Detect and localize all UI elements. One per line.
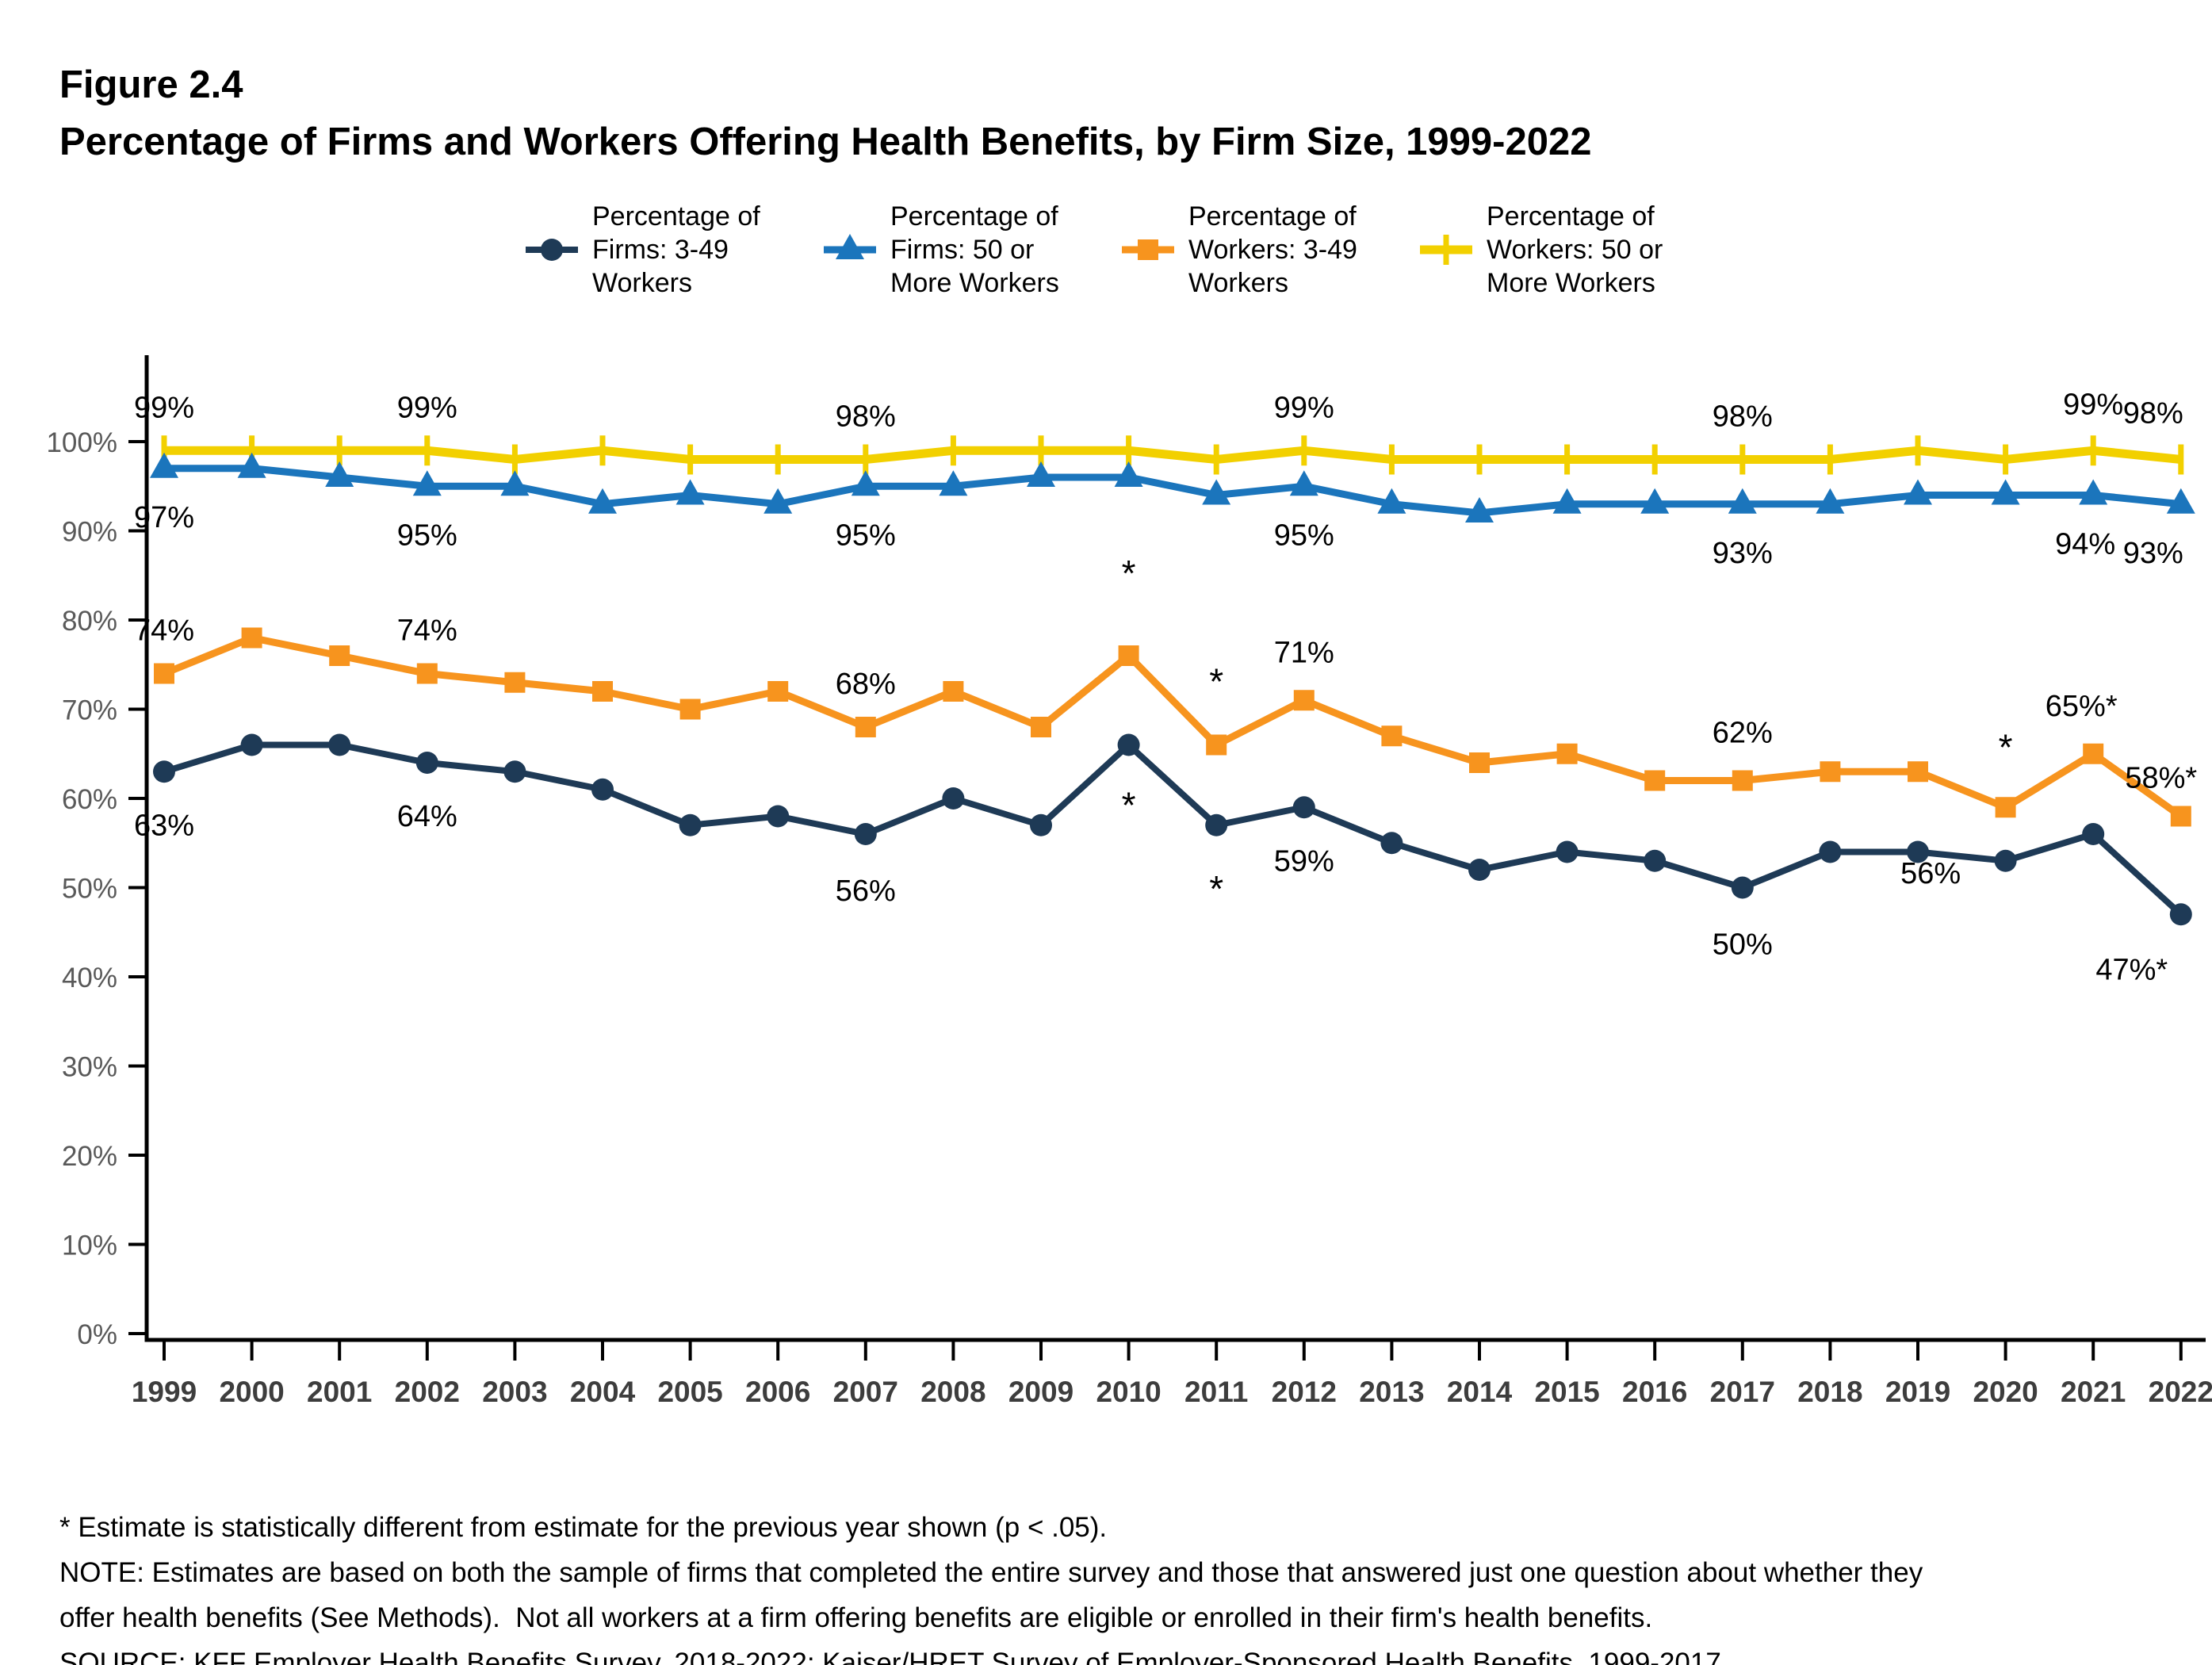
svg-text:100%: 100% (46, 427, 117, 458)
svg-text:70%: 70% (62, 695, 117, 726)
legend-marker-plus-icon (1418, 232, 1474, 267)
figure-number: Figure 2.4 (59, 63, 243, 106)
legend-marker-circle-icon (524, 232, 580, 267)
svg-text:*: * (1999, 726, 2013, 767)
svg-text:63%: 63% (134, 809, 194, 842)
svg-text:40%: 40% (62, 963, 117, 993)
svg-text:2010: 2010 (1096, 1376, 1161, 1408)
footnote-note-line-1: NOTE: Estimates are based on both the sa… (59, 1557, 1923, 1588)
svg-text:56%: 56% (1900, 857, 1961, 890)
series-line-1 (164, 465, 2182, 517)
figure-header: Figure 2.4 Percentage of Firms and Worke… (59, 62, 1592, 165)
svg-text:98%: 98% (836, 400, 896, 434)
svg-text:2013: 2013 (1359, 1376, 1424, 1408)
svg-text:2002: 2002 (395, 1376, 460, 1408)
svg-text:2021: 2021 (2061, 1376, 2126, 1408)
legend-marker-square-icon (1120, 232, 1176, 267)
svg-text:58%*: 58%* (2125, 762, 2197, 795)
svg-text:62%: 62% (1713, 717, 1773, 750)
svg-text:2016: 2016 (1622, 1376, 1687, 1408)
axis-lines (144, 355, 2206, 1342)
svg-text:60%: 60% (62, 784, 117, 815)
svg-text:2012: 2012 (1272, 1376, 1337, 1408)
svg-text:99%: 99% (1274, 391, 1334, 424)
svg-text:95%: 95% (397, 519, 457, 552)
series-line-3 (164, 446, 2182, 465)
legend-marker-triangle-icon (822, 232, 878, 267)
svg-text:98%: 98% (1713, 400, 1773, 434)
svg-text:50%: 50% (62, 874, 117, 905)
legend-item-firms-50-plus: Percentage of Firms: 50 or More Workers (822, 200, 1092, 300)
svg-text:74%: 74% (397, 614, 457, 648)
svg-text:*: * (1122, 785, 1136, 826)
legend-label: Percentage of Firms: 50 or More Workers (890, 201, 1059, 298)
svg-text:2001: 2001 (307, 1376, 372, 1408)
svg-text:30%: 30% (62, 1052, 117, 1083)
svg-text:2006: 2006 (745, 1376, 810, 1408)
svg-text:98%: 98% (2123, 397, 2183, 431)
svg-text:2000: 2000 (219, 1376, 284, 1408)
svg-text:59%: 59% (1274, 844, 1334, 878)
chart-legend: Percentage of Firms: 3-49 Workers Percen… (0, 200, 2212, 300)
svg-text:*: * (1209, 661, 1223, 702)
svg-text:71%: 71% (1274, 636, 1334, 669)
legend-label: Percentage of Workers: 50 or More Worker… (1487, 201, 1663, 298)
legend-item-workers-50-plus: Percentage of Workers: 50 or More Worker… (1418, 200, 1688, 300)
svg-text:20%: 20% (62, 1141, 117, 1172)
svg-text:90%: 90% (62, 517, 117, 548)
svg-text:97%: 97% (134, 501, 194, 534)
series-line-2 (163, 633, 2183, 820)
series-line-0 (163, 741, 2183, 917)
svg-text:80%: 80% (62, 606, 117, 637)
footnote-source: SOURCE: KFF Employer Health Benefits Sur… (59, 1648, 1721, 1665)
svg-text:1999: 1999 (132, 1376, 197, 1408)
svg-text:95%: 95% (836, 519, 896, 552)
svg-text:94%: 94% (2055, 528, 2115, 561)
footnote-significance: * Estimate is statistically different fr… (59, 1512, 1108, 1543)
svg-text:2004: 2004 (570, 1376, 636, 1408)
svg-text:47%*: 47%* (2095, 953, 2168, 986)
footnote-note-line-2: offer health benefits (See Methods). Not… (59, 1602, 1653, 1633)
legend-label: Percentage of Firms: 3-49 Workers (592, 201, 760, 298)
svg-text:2005: 2005 (657, 1376, 722, 1408)
svg-text:2008: 2008 (920, 1376, 985, 1408)
svg-text:56%: 56% (836, 875, 896, 908)
svg-text:99%: 99% (134, 391, 194, 424)
svg-text:2014: 2014 (1447, 1376, 1513, 1408)
figure-title: Percentage of Firms and Workers Offering… (59, 121, 1592, 163)
svg-text:2003: 2003 (482, 1376, 547, 1408)
svg-text:50%: 50% (1713, 928, 1773, 962)
footnotes: * Estimate is statistically different fr… (59, 1505, 2164, 1665)
svg-text:2020: 2020 (1973, 1376, 2038, 1408)
legend-item-firms-3-49: Percentage of Firms: 3-49 Workers (524, 200, 794, 300)
svg-text:*: * (1122, 553, 1136, 594)
svg-text:74%: 74% (134, 614, 194, 648)
svg-text:2022: 2022 (2149, 1376, 2212, 1408)
svg-text:*: * (1209, 868, 1223, 909)
svg-text:2019: 2019 (1885, 1376, 1950, 1408)
legend-label: Percentage of Workers: 3-49 Workers (1188, 201, 1357, 298)
svg-text:2009: 2009 (1008, 1376, 1073, 1408)
svg-text:2018: 2018 (1797, 1376, 1862, 1408)
svg-text:95%: 95% (1274, 519, 1334, 552)
svg-text:2015: 2015 (1534, 1376, 1599, 1408)
svg-text:0%: 0% (77, 1319, 117, 1350)
svg-text:64%: 64% (397, 800, 457, 833)
svg-text:2011: 2011 (1184, 1376, 1248, 1408)
svg-text:10%: 10% (62, 1231, 117, 1261)
svg-text:99%: 99% (2063, 388, 2123, 421)
legend-item-workers-3-49: Percentage of Workers: 3-49 Workers (1120, 200, 1390, 300)
svg-text:99%: 99% (397, 391, 457, 424)
svg-text:2007: 2007 (833, 1376, 898, 1408)
svg-text:93%: 93% (2123, 537, 2183, 570)
svg-text:68%: 68% (836, 668, 896, 701)
svg-text:93%: 93% (1713, 537, 1773, 570)
svg-text:65%*: 65%* (2046, 690, 2118, 723)
svg-text:2017: 2017 (1710, 1376, 1775, 1408)
